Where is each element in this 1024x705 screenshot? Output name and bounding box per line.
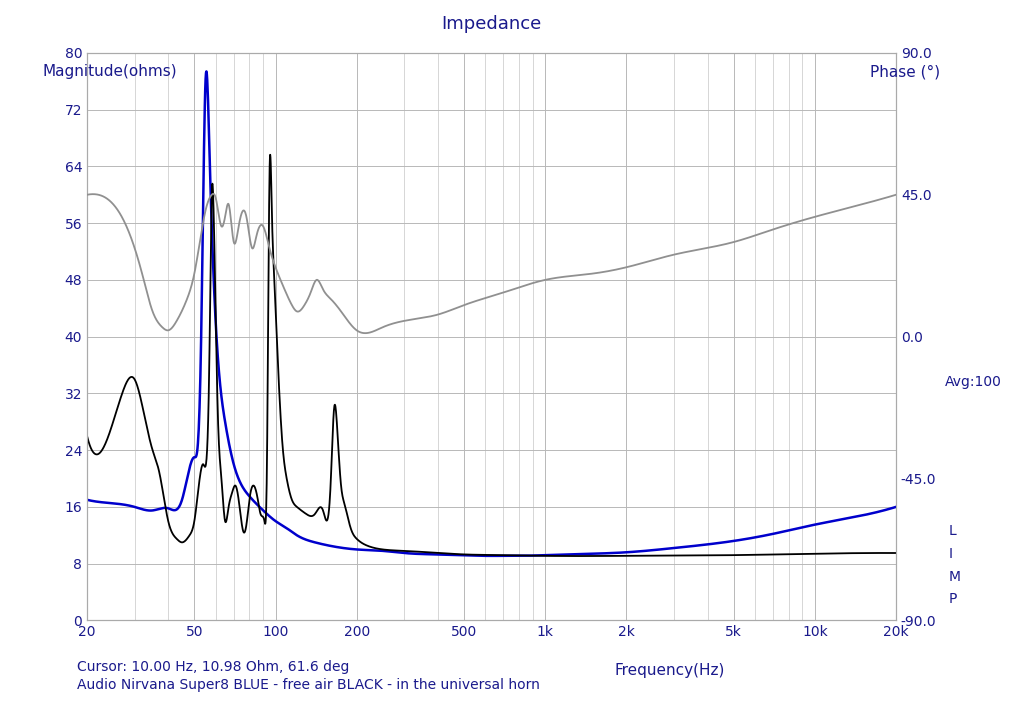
Text: Magnitude(ohms): Magnitude(ohms): [43, 64, 177, 79]
Text: Impedance: Impedance: [441, 15, 542, 33]
Text: Cursor: 10.00 Hz, 10.98 Ohm, 61.6 deg: Cursor: 10.00 Hz, 10.98 Ohm, 61.6 deg: [77, 660, 349, 674]
Text: Frequency(Hz): Frequency(Hz): [614, 663, 725, 678]
Text: Audio Nirvana Super8 BLUE - free air BLACK - in the universal horn: Audio Nirvana Super8 BLUE - free air BLA…: [77, 678, 540, 692]
Text: P: P: [948, 592, 957, 606]
Text: I: I: [948, 547, 952, 561]
Text: L: L: [948, 525, 956, 539]
Text: Phase (°): Phase (°): [870, 64, 940, 79]
Text: M: M: [948, 570, 961, 584]
Text: Avg:100: Avg:100: [944, 375, 1001, 389]
